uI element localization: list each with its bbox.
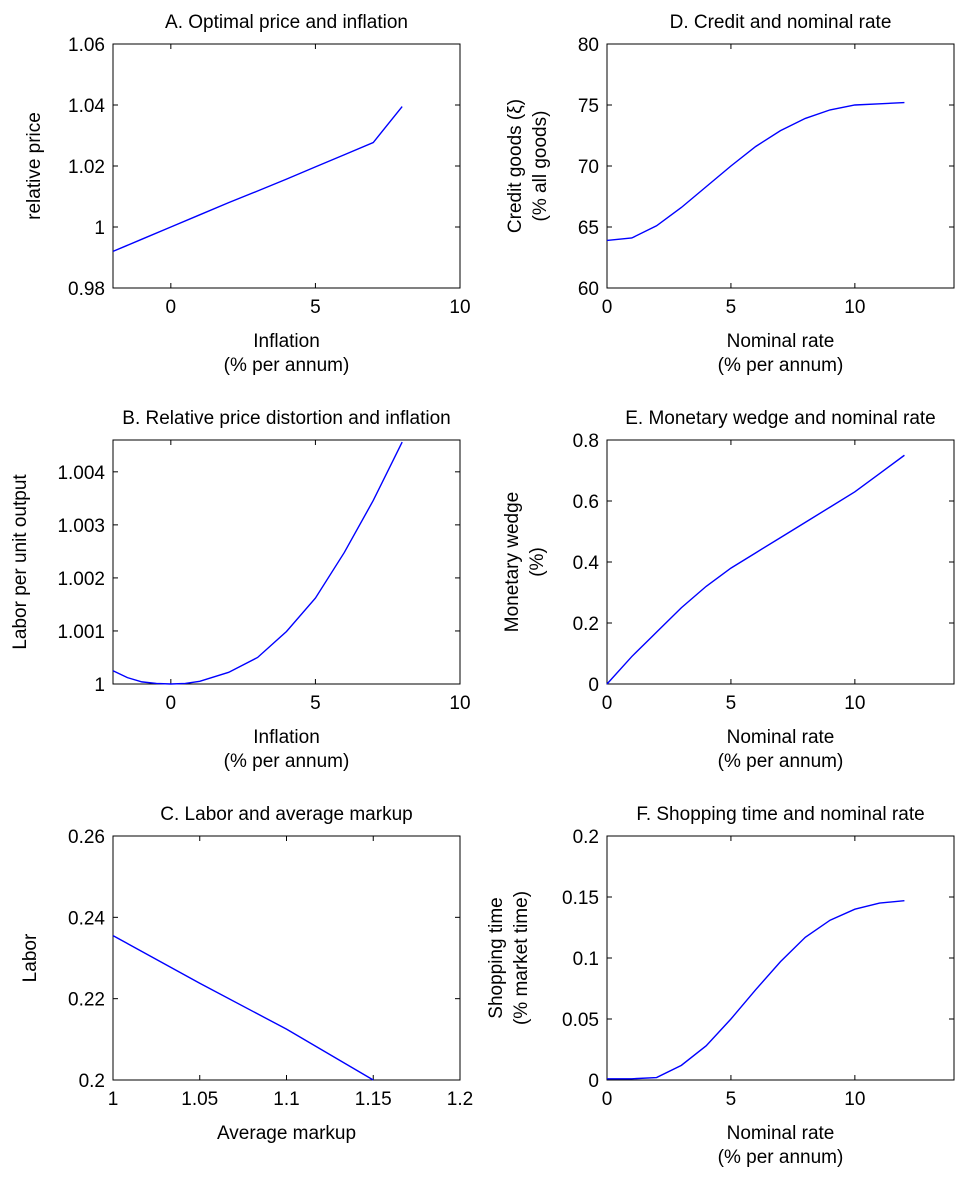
panel-a-y-tick-label: 1.06 — [68, 35, 105, 56]
panel-d-y-tick-label: 80 — [578, 35, 599, 56]
panel-d-y-axis-label: (% all goods) — [530, 111, 551, 222]
panel-b-title: B. Relative price distortion and inflati… — [122, 408, 450, 429]
panel-c-y-axis-label: Labor — [20, 933, 41, 982]
panel-c-x-tick-label: 1 — [108, 1089, 119, 1110]
panel-d-title: D. Credit and nominal rate — [670, 12, 892, 33]
panel-a-series-line — [112, 106, 403, 253]
panel-e-x-axis-label: (% per annum) — [718, 751, 844, 772]
panel-b-y-tick-label: 1.001 — [57, 622, 105, 643]
panel-e-y-axis-label: (%) — [527, 547, 548, 577]
panel-b-axes-frame — [112, 439, 461, 685]
panel-d-x-tick-label: 10 — [844, 297, 865, 318]
panel-e-axes-frame — [606, 439, 955, 685]
panel-d-y-tick-label: 70 — [578, 157, 599, 178]
panel-b-y-tick-label: 1.003 — [57, 516, 105, 537]
panel-a-title: A. Optimal price and inflation — [165, 12, 408, 33]
panel-d-y-tick-label: 75 — [578, 96, 599, 117]
panel-f-series-line — [607, 899, 905, 1080]
panel-d-y-axis-label: Credit goods (ξ) — [505, 99, 526, 233]
panel-e-y-tick-label: 0 — [588, 675, 599, 696]
panel-d-x-axis-label: Nominal rate — [727, 331, 835, 352]
panel-f-x-tick-label: 0 — [602, 1089, 613, 1110]
panel-b-x-axis-label: Inflation — [253, 727, 320, 748]
panel-e-x-axis-label: Nominal rate — [727, 727, 835, 748]
panel-f-y-tick-label: 0.15 — [562, 888, 599, 909]
panel-f-title: F. Shopping time and nominal rate — [636, 804, 924, 825]
panel-b-y-tick-label: 1 — [94, 675, 105, 696]
panel-c-axes-frame — [112, 835, 461, 1081]
panel-f-y-tick-label: 0.1 — [573, 949, 599, 970]
panel-f-axes-frame — [606, 835, 955, 1081]
panel-e-x-tick-label: 0 — [602, 693, 613, 714]
panel-b-y-axis-label: Labor per unit output — [10, 474, 31, 650]
panel-f-y-tick-label: 0 — [588, 1071, 599, 1092]
panel-d-y-tick-label: 65 — [578, 218, 599, 239]
panel-d-x-tick-label: 5 — [726, 297, 737, 318]
panel-e-x-tick-label: 5 — [726, 693, 737, 714]
panel-d-axes-frame — [606, 43, 955, 289]
panel-f-y-tick-label: 0.05 — [562, 1010, 599, 1031]
panel-e: E. Monetary wedge and nominal rate 0 5 10 0 0… — [502, 408, 955, 772]
panel-f: F. Shopping time and nominal rate 0 5 10 0 0.… — [486, 804, 955, 1168]
panel-c-x-tick-label: 1.15 — [355, 1089, 392, 1110]
panel-a-y-tick-label: 1 — [94, 218, 105, 239]
panel-d-series-line — [606, 101, 905, 242]
panel-f-x-tick-label: 10 — [844, 1089, 865, 1110]
panel-d-x-axis-label: (% per annum) — [718, 355, 844, 376]
panel-a-y-tick-label: 1.02 — [68, 157, 105, 178]
panel-b-x-tick-label: 5 — [310, 693, 321, 714]
panel-a-y-tick-label: 1.04 — [68, 96, 105, 117]
panel-a-x-axis-label: Inflation — [253, 331, 320, 352]
panel-a-x-tick-label: 10 — [449, 297, 470, 318]
panel-a-x-axis-label: (% per annum) — [224, 355, 350, 376]
panel-c-y-tick-label: 0.2 — [79, 1071, 105, 1092]
panel-f-x-tick-label: 5 — [726, 1089, 737, 1110]
panel-d-y-tick-label: 60 — [578, 279, 599, 300]
panel-a-y-axis-label: relative price — [24, 112, 45, 220]
panel-e-y-tick-label: 0.8 — [573, 431, 599, 452]
panel-c-title: C. Labor and average markup — [160, 804, 412, 825]
panel-c-x-axis-label: Average markup — [217, 1123, 356, 1144]
panel-b-x-axis-label: (% per annum) — [224, 751, 350, 772]
panel-a: A. Optimal price and inflation 0 5 10 0.98 1 1… — [24, 12, 471, 376]
panel-c-series-line — [112, 935, 374, 1081]
panel-d: D. Credit and nominal rate 0 5 10 60 65 70 75 80… — [505, 12, 955, 376]
panel-a-y-tick-label: 0.98 — [68, 279, 105, 300]
panel-b-x-tick-label: 10 — [449, 693, 470, 714]
panel-b-y-tick-label: 1.004 — [57, 463, 105, 484]
panel-f-x-axis-label: (% per annum) — [718, 1147, 844, 1168]
panel-e-title: E. Monetary wedge and nominal rate — [625, 408, 936, 429]
panel-b-y-tick-label: 1.002 — [57, 569, 105, 590]
panel-c-x-tick-label: 1.2 — [447, 1089, 473, 1110]
panel-b: B. Relative price distortion and inflati… — [10, 408, 471, 772]
panel-f-x-axis-label: Nominal rate — [727, 1123, 835, 1144]
panel-e-y-tick-label: 0.2 — [573, 614, 599, 635]
panel-e-x-tick-label: 10 — [844, 693, 865, 714]
panel-c-y-tick-label: 0.24 — [68, 908, 105, 929]
panel-d-x-tick-label: 0 — [602, 297, 613, 318]
panel-b-x-tick-label: 0 — [166, 693, 177, 714]
panel-f-y-axis-label: (% market time) — [511, 891, 532, 1025]
panel-a-x-tick-label: 5 — [310, 297, 321, 318]
panel-c-y-tick-label: 0.22 — [68, 990, 105, 1011]
panel-c-x-tick-label: 1.05 — [181, 1089, 218, 1110]
panel-e-y-tick-label: 0.4 — [573, 553, 600, 574]
panel-c: C. Labor and average markup 1 1.05 1.1 1.15 1… — [20, 804, 473, 1144]
panel-e-series-line — [606, 454, 905, 685]
panel-b-series-line — [112, 441, 403, 685]
panel-c-y-tick-label: 0.26 — [68, 827, 105, 848]
panel-a-axes-frame — [112, 43, 461, 289]
panel-e-y-tick-label: 0.6 — [573, 492, 599, 513]
panel-c-x-tick-label: 1.1 — [273, 1089, 299, 1110]
panel-f-y-tick-label: 0.2 — [573, 827, 599, 848]
panel-a-x-tick-label: 0 — [166, 297, 177, 318]
panel-f-y-axis-label: Shopping time — [486, 897, 507, 1018]
panel-e-y-axis-label: Monetary wedge — [502, 492, 523, 632]
